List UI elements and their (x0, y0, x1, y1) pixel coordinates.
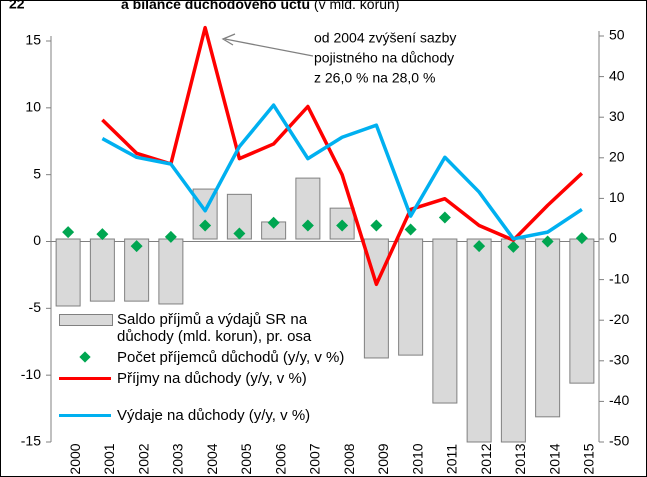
bar (535, 238, 561, 418)
bar (55, 238, 81, 307)
marker (62, 226, 75, 239)
line (101, 103, 583, 241)
marker (370, 219, 383, 232)
y2-tick-label: -50 (609, 433, 629, 449)
x-tick-label: 2015 (581, 443, 597, 474)
x-tick-label: 2004 (204, 443, 220, 474)
bar (158, 238, 184, 305)
x-tick-label: 2013 (512, 443, 528, 474)
y2-tick-label: 30 (609, 108, 625, 124)
x-tick-label: 2007 (307, 443, 323, 474)
chart-title: a bilance důchodového účtu (v mld. korun… (121, 1, 400, 12)
legend-label: Příjmy na důchody (y/y, v %) (117, 370, 307, 387)
bar (466, 238, 492, 443)
annotation-line: pojistného na důchody (314, 50, 454, 66)
bar (398, 238, 424, 356)
y-tick-label: 15 (25, 32, 41, 48)
legend-swatch (59, 414, 111, 417)
y2-tick-label: 20 (609, 149, 625, 165)
marker (267, 216, 280, 229)
x-tick-label: 2005 (238, 443, 254, 474)
x-tick-label: 2002 (135, 443, 151, 474)
legend-item: Výdaje na důchody (y/y, v %) (57, 407, 357, 424)
y-tick-label: 0 (33, 232, 41, 248)
annotation-arrowhead (221, 33, 236, 46)
legend-label: Saldo příjmů a výdajů SR na důchody (mld… (117, 311, 312, 345)
y2-tick-label: -10 (609, 270, 629, 286)
marker (473, 240, 486, 253)
annotation-line: z 26,0 % na 28,0 % (314, 70, 435, 86)
bar (432, 238, 458, 404)
x-tick-label: 2011 (444, 444, 460, 474)
legend: Saldo příjmů a výdajů SR na důchody (mld… (57, 311, 357, 424)
figure-number: 22 (9, 1, 25, 12)
line (101, 25, 584, 287)
legend-label: Počet příjemců důchodů (y/y, v %) (117, 349, 345, 366)
y2-tick-label: 40 (609, 67, 625, 83)
marker (541, 235, 554, 248)
x-tick-label: 2008 (341, 443, 357, 474)
x-tick-label: 2014 (546, 443, 562, 474)
legend-swatch (59, 377, 111, 380)
marker (336, 219, 349, 232)
marker (575, 232, 588, 245)
marker (233, 227, 246, 240)
annotation-arrow (224, 38, 314, 57)
y-tick-label: -15 (21, 433, 41, 449)
annotation-line: od 2004 zvýšení sazby (314, 30, 456, 46)
bar (500, 238, 526, 443)
marker (164, 230, 177, 243)
legend-swatch (59, 314, 113, 326)
marker (507, 240, 520, 253)
x-tick-label: 2012 (478, 443, 494, 474)
y2-tick-label: -40 (609, 392, 629, 408)
y2-tick-label: -30 (609, 352, 629, 368)
marker (404, 223, 417, 236)
legend-label: Výdaje na důchody (y/y, v %) (117, 407, 311, 424)
x-tick-label: 2010 (409, 443, 425, 474)
y2-tick-label: 10 (609, 189, 625, 205)
y2-tick-label: 0 (609, 230, 617, 246)
title-unit: (v mld. korun) (314, 1, 400, 12)
marker (301, 219, 314, 232)
y2-tick-label: 50 (609, 27, 625, 43)
legend-item: Příjmy na důchody (y/y, v %) (57, 370, 357, 387)
marker (130, 240, 143, 253)
x-tick-label: 2006 (272, 443, 288, 474)
marker (438, 211, 451, 224)
x-tick-label: 2000 (67, 443, 83, 474)
y-tick-label: 10 (25, 99, 41, 115)
y-tick-label: -5 (29, 299, 42, 315)
x-tick-label: 2009 (375, 443, 391, 474)
x-tick-label: 2001 (101, 443, 117, 474)
legend-item: Saldo příjmů a výdajů SR na důchody (mld… (57, 311, 357, 345)
y2-tick-label: -20 (609, 311, 629, 327)
legend-item: Počet příjemců důchodů (y/y, v %) (57, 349, 357, 366)
bar (569, 238, 595, 384)
y-tick-label: 5 (33, 165, 41, 181)
x-tick-label: 2003 (170, 443, 186, 474)
marker (96, 228, 109, 241)
bar (89, 238, 115, 302)
y-tick-label: -10 (21, 366, 41, 382)
bar (329, 207, 355, 240)
title-bold: a bilance důchodového účtu (121, 1, 310, 12)
legend-swatch (79, 351, 91, 363)
marker (199, 219, 212, 232)
